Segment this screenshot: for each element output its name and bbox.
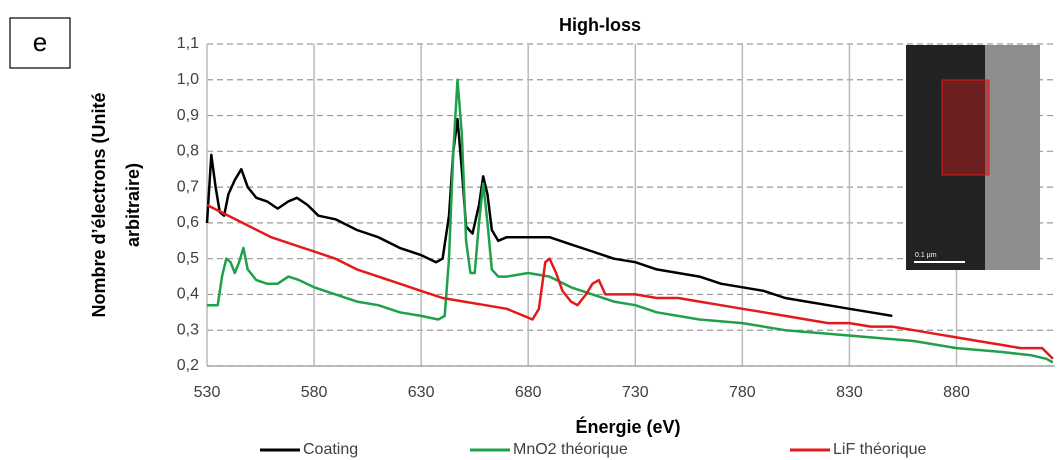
y-tick-label: 0,2 [177, 357, 199, 374]
x-tick-label: 580 [301, 384, 328, 401]
y-tick-label: 0,5 [177, 250, 199, 267]
y-axis-title-line: Nombre d’électrons (Unité [89, 92, 109, 317]
y-tick-label: 0,8 [177, 143, 199, 160]
series-line [205, 117, 893, 318]
legend-label: LiF théorique [833, 441, 926, 458]
inset-bright-region [985, 45, 1040, 270]
y-tick-label: 0,3 [177, 321, 199, 338]
x-tick-label: 780 [729, 384, 756, 401]
y-tick-label: 0,7 [177, 178, 199, 195]
x-tick-label: 630 [408, 384, 435, 401]
panel-label: e [33, 27, 47, 57]
legend-label: MnO2 théorique [513, 441, 628, 458]
chart-title: High-loss [559, 15, 641, 35]
y-tick-label: 0,9 [177, 107, 199, 124]
legend-label: Coating [303, 441, 358, 458]
y-axis-title-line: arbitraire) [123, 163, 143, 247]
y-axis-title: Nombre d’électrons (Unité arbitraire) [89, 92, 143, 317]
x-tick-label: 880 [943, 384, 970, 401]
inset-selection [941, 79, 990, 176]
series-line [206, 203, 1054, 360]
x-axis-title: Énergie (eV) [575, 416, 680, 437]
y-tick-label: 0,6 [177, 214, 199, 231]
y-tick-label: 0,4 [177, 286, 199, 303]
x-tick-label: 680 [515, 384, 542, 401]
inset-scale-label: 0.1 µm [915, 252, 937, 259]
x-tick-label: 530 [194, 384, 221, 401]
inset-image: 0.1 µm [906, 45, 1040, 270]
series-line [207, 78, 1054, 364]
x-tick-label: 830 [836, 384, 863, 401]
y-tick-label: 1,0 [177, 71, 199, 88]
panel-box [9, 17, 71, 69]
y-tick-label: 1,1 [177, 35, 199, 52]
x-tick-label: 730 [622, 384, 649, 401]
